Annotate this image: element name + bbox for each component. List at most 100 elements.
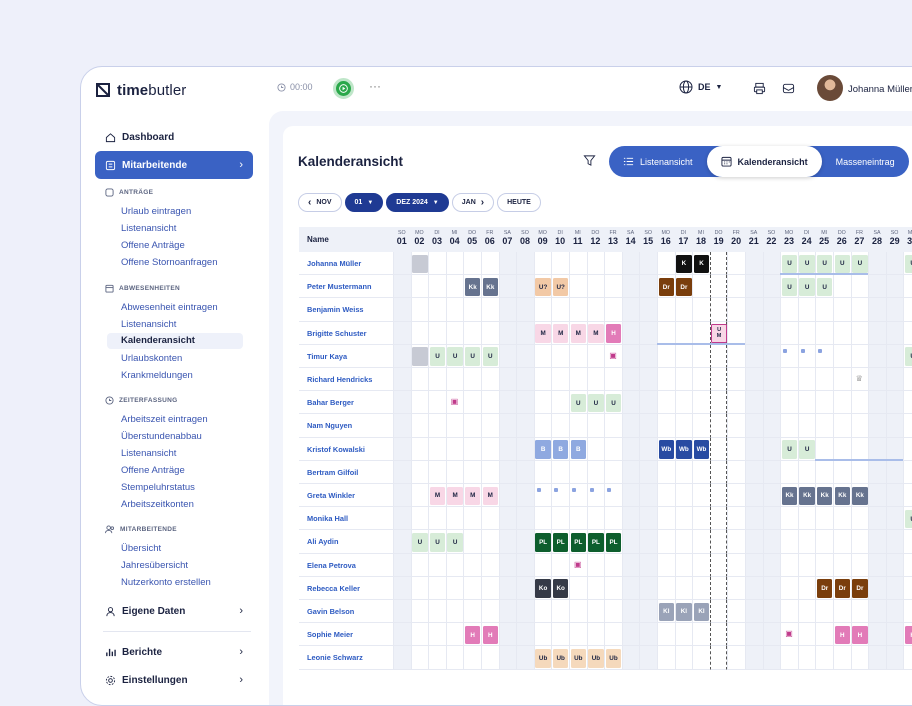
month-select[interactable]: DEZ 2024 ▼ (386, 193, 449, 212)
sidebar-link[interactable]: Nutzerkonto erstellen (121, 577, 211, 588)
calendar-cell[interactable] (586, 623, 605, 647)
calendar-cell[interactable] (657, 414, 675, 438)
calendar-cell[interactable] (709, 344, 728, 368)
calendar-cell[interactable] (639, 252, 657, 276)
calendar-cell[interactable] (569, 344, 587, 368)
calendar-cell[interactable] (604, 252, 622, 276)
absence-mark[interactable]: Kk (852, 486, 868, 506)
calendar-cell[interactable] (410, 321, 429, 345)
calendar-cell[interactable] (516, 298, 534, 322)
calendar-cell[interactable] (428, 460, 446, 484)
calendar-cell[interactable] (445, 484, 464, 508)
absence-mark[interactable]: U? (552, 277, 569, 297)
calendar-cell[interactable] (445, 414, 464, 438)
absence-mark[interactable]: H (464, 625, 481, 645)
calendar-cell[interactable] (533, 484, 552, 508)
calendar-cell[interactable] (410, 437, 429, 461)
calendar-cell[interactable] (850, 507, 869, 531)
calendar-cell[interactable] (709, 368, 728, 392)
calendar-cell[interactable] (762, 391, 781, 415)
calendar-cell[interactable] (745, 623, 763, 647)
calendar-cell[interactable] (745, 414, 763, 438)
calendar-cell[interactable] (674, 553, 693, 577)
calendar-cell[interactable] (586, 344, 605, 368)
calendar-cell[interactable] (586, 252, 605, 276)
calendar-cell[interactable] (463, 368, 481, 392)
calendar-cell[interactable] (745, 507, 763, 531)
calendar-cell[interactable] (604, 321, 622, 345)
filter-icon[interactable] (583, 154, 596, 167)
sidebar-link[interactable]: Offene Anträge (121, 240, 185, 251)
calendar-cell[interactable] (586, 275, 605, 299)
calendar-cell[interactable] (481, 275, 499, 299)
calendar-cell[interactable] (604, 391, 622, 415)
calendar-cell[interactable] (780, 553, 798, 577)
calendar-cell[interactable] (604, 576, 622, 600)
calendar-cell[interactable] (815, 623, 833, 647)
calendar-cell[interactable] (586, 507, 605, 531)
calendar-cell[interactable] (762, 344, 781, 368)
calendar-cell[interactable] (463, 252, 481, 276)
calendar-cell[interactable] (797, 368, 816, 392)
inbox-icon[interactable] (782, 82, 795, 95)
calendar-cell[interactable] (498, 484, 517, 508)
calendar-cell[interactable] (621, 507, 640, 531)
more-button[interactable]: ··· (369, 79, 381, 93)
calendar-cell[interactable] (428, 321, 446, 345)
calendar-cell[interactable] (868, 553, 886, 577)
calendar-cell[interactable] (481, 344, 499, 368)
calendar-cell[interactable] (516, 553, 534, 577)
absence-mark[interactable]: U (816, 254, 833, 274)
calendar-cell[interactable] (586, 368, 605, 392)
calendar-cell[interactable] (745, 275, 763, 299)
calendar-cell[interactable] (463, 460, 481, 484)
calendar-cell[interactable] (850, 623, 869, 647)
calendar-cell[interactable] (533, 414, 552, 438)
calendar-cell[interactable] (569, 530, 587, 554)
calendar-cell[interactable] (727, 368, 745, 392)
absence-mark[interactable]: Dr (676, 277, 692, 297)
absence-mark[interactable]: U (447, 532, 463, 552)
absence-mark[interactable]: Wb (693, 440, 710, 459)
calendar-cell[interactable] (762, 368, 781, 392)
sidebar-link[interactable]: Offene Anträge (121, 465, 185, 476)
calendar-cell[interactable] (745, 460, 763, 484)
calendar-cell[interactable] (868, 414, 886, 438)
sidebar-link[interactable]: Arbeitszeit eintragen (121, 414, 208, 425)
calendar-cell[interactable] (498, 530, 517, 554)
calendar-cell[interactable] (762, 298, 781, 322)
calendar-cell[interactable] (604, 553, 622, 577)
calendar-cell[interactable] (674, 368, 693, 392)
calendar-cell[interactable] (621, 368, 640, 392)
calendar-cell[interactable] (797, 646, 816, 670)
absence-mark[interactable] (412, 254, 428, 274)
calendar-cell[interactable] (551, 484, 569, 508)
calendar-cell[interactable] (498, 576, 517, 600)
calendar-cell[interactable] (639, 391, 657, 415)
calendar-cell[interactable] (621, 600, 640, 624)
calendar-cell[interactable] (850, 460, 869, 484)
calendar-cell[interactable] (780, 275, 798, 299)
calendar-cell[interactable] (639, 344, 657, 368)
calendar-cell[interactable] (586, 298, 605, 322)
absence-mark[interactable]: U (904, 509, 912, 529)
absence-mark[interactable]: Ko (535, 579, 551, 598)
calendar-cell[interactable] (745, 391, 763, 415)
calendar-cell[interactable] (885, 344, 904, 368)
calendar-cell[interactable] (674, 623, 693, 647)
calendar-cell[interactable] (393, 414, 411, 438)
calendar-cell[interactable] (428, 484, 446, 508)
calendar-cell[interactable] (639, 507, 657, 531)
calendar-cell[interactable] (797, 298, 816, 322)
calendar-cell[interactable] (850, 437, 869, 461)
absence-mark[interactable]: U (799, 254, 815, 274)
calendar-cell[interactable] (868, 623, 886, 647)
calendar-cell[interactable] (516, 484, 534, 508)
calendar-cell[interactable] (445, 460, 464, 484)
calendar-cell[interactable] (657, 484, 675, 508)
employee-name[interactable]: Benjamin Weiss (299, 298, 393, 322)
calendar-cell[interactable] (868, 321, 886, 345)
calendar-cell[interactable] (393, 600, 411, 624)
calendar-cell[interactable] (727, 321, 745, 345)
calendar-cell[interactable] (621, 344, 640, 368)
